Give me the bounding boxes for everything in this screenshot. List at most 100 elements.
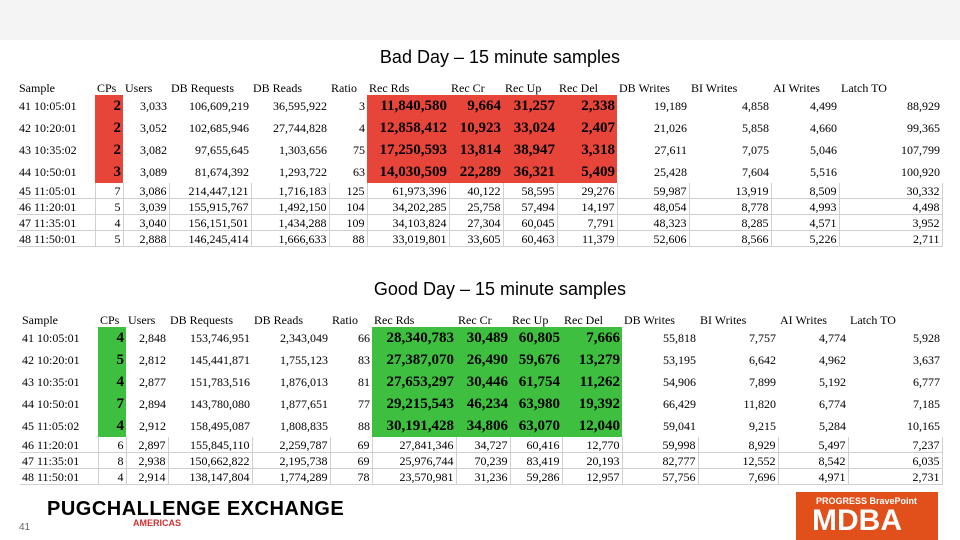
table-cell: 2,938	[126, 452, 169, 469]
table-cell: 13,814	[449, 139, 503, 161]
table-cell: 138,147,804	[168, 468, 253, 485]
table-cell: 25,758	[449, 198, 504, 215]
table-cell: 45 11:05:02	[22, 419, 80, 433]
column-header: DB Writes	[624, 313, 675, 327]
table-cell: 57,494	[503, 198, 558, 215]
column-header: Sample	[22, 313, 58, 327]
header-row: Sample CPs Users DB Requests DB Reads Ratio Re…	[17, 73, 942, 95]
table-cell: 6,774	[819, 397, 846, 411]
table-cell: 2,877	[139, 375, 166, 389]
column-header: Sample	[19, 81, 55, 95]
table-cell: 2,731	[848, 468, 943, 485]
table-cell: 150,662,822	[168, 452, 253, 469]
table-cell: 46,234	[456, 393, 510, 415]
table-cell: 14,030,509	[367, 161, 449, 183]
table-cell: 60,416	[510, 437, 563, 453]
table-cell: 46 11:20:01	[17, 198, 96, 215]
table-cell: 44 10:50:01	[19, 165, 77, 179]
table-cell: 125	[329, 183, 368, 199]
column-header: CPs	[97, 81, 117, 95]
table-cell: 88,929	[907, 99, 940, 113]
table-cell: 75	[353, 143, 365, 157]
table-cell: 8,285	[689, 214, 772, 231]
column-header: Rec Rds	[374, 313, 415, 327]
table-cell: 155,915,767	[169, 198, 252, 215]
table-cell: 2,912	[139, 419, 166, 433]
progress-mdba-logo: PROGRESS BravePoint MDBA	[796, 492, 938, 540]
table-cell: 63,980	[510, 393, 562, 415]
table-cell: 30,191,428	[372, 415, 456, 437]
column-header: DB Reads	[253, 81, 302, 95]
table-cell: 47 11:35:01	[17, 214, 96, 231]
table-cell: 5,858	[742, 121, 769, 135]
table-cell: 2,914	[126, 468, 169, 485]
table-cell: 2	[95, 139, 123, 161]
table-row: 45 11:05:01 7 3,086 214,447,121 1,716,183 125…	[17, 183, 943, 199]
column-header: Rec Rds	[369, 81, 410, 95]
column-header: DB Requests	[171, 81, 234, 95]
table-cell: 2,897	[126, 437, 169, 453]
table-cell: 25,428	[654, 165, 687, 179]
table-row: 42 10:20:01 5 2,812 145,441,871 1,755,123 83 2…	[20, 349, 942, 371]
table-cell: 59,041	[663, 419, 696, 433]
table-cell: 1,293,722	[279, 165, 327, 179]
table-cell: 52,606	[617, 230, 690, 247]
table-cell: 69	[330, 437, 373, 453]
table-cell: 1,774,289	[252, 468, 331, 485]
table-cell: 2	[95, 117, 123, 139]
progress-brand-name: PROGRESS	[816, 496, 868, 506]
table-row: 48 11:50:01 4 2,914 138,147,804 1,774,289 78 2…	[20, 468, 943, 485]
column-header: Ratio	[332, 313, 358, 327]
table-cell: 1,434,288	[251, 214, 330, 231]
table-cell: 4,858	[742, 99, 769, 113]
table-cell: 23,570,981	[372, 468, 457, 485]
table-cell: 1,808,835	[280, 419, 328, 433]
table-cell: 100,920	[901, 165, 940, 179]
table-cell: 59,998	[622, 437, 699, 453]
progress-brand: PROGRESS BravePoint	[796, 492, 938, 506]
column-header: Rec Cr	[451, 81, 485, 95]
table-cell: 13,279	[562, 349, 622, 371]
table-cell: 1,876,013	[280, 375, 328, 389]
table-cell: 1,666,633	[251, 230, 330, 247]
table-cell: 81	[358, 375, 370, 389]
pug-challenge-logo: PUGCHALLENGE EXCHANGE AMERICAS	[47, 498, 344, 528]
table-cell: 4,971	[778, 468, 849, 485]
table-cell: 1,755,123	[280, 353, 328, 367]
table-cell: 9,215	[749, 419, 776, 433]
table-cell: 19,392	[562, 393, 622, 415]
mdba-text: MDBA	[812, 504, 902, 537]
table-cell: 2,407	[557, 117, 617, 139]
table-cell: 5,284	[819, 419, 846, 433]
table-cell: 2,343,049	[280, 331, 328, 345]
table-cell: 1,716,183	[251, 183, 330, 199]
table-cell: 30,489	[456, 327, 510, 349]
table-cell: 69	[330, 452, 373, 469]
table-cell: 33,024	[503, 117, 557, 139]
table-cell: 7,604	[742, 165, 769, 179]
table-row: 48 11:50:01 5 2,888 146,245,414 1,666,633 88 3…	[17, 230, 943, 247]
table-cell: 151,783,516	[190, 375, 250, 389]
table-cell: 145,441,871	[190, 353, 250, 367]
table-cell: 54,906	[663, 375, 696, 389]
table-cell: 28,340,783	[372, 327, 456, 349]
table-cell: 7,696	[698, 468, 779, 485]
header-row: Sample CPs Users DB Requests DB Reads Ratio Re…	[20, 305, 942, 327]
table-cell: 3,082	[140, 143, 167, 157]
table-cell: 41 10:05:01	[19, 99, 77, 113]
column-header: DB Reads	[254, 313, 303, 327]
table-cell: 11,840,580	[367, 95, 449, 117]
table-cell: 153,746,951	[190, 331, 250, 345]
table-cell: 12,552	[698, 452, 779, 469]
table-cell: 3,637	[913, 353, 940, 367]
column-header: BI Writes	[700, 313, 747, 327]
column-header: Latch TO	[841, 81, 887, 95]
column-header: Rec Del	[564, 313, 603, 327]
table-cell: 3,033	[140, 99, 167, 113]
column-header: Latch TO	[850, 313, 896, 327]
column-header: Rec Up	[512, 313, 549, 327]
table-cell: 20,193	[562, 452, 623, 469]
table-cell: 34,727	[456, 437, 511, 453]
table-cell: 27,387,070	[372, 349, 456, 371]
table-cell: 83	[358, 353, 370, 367]
